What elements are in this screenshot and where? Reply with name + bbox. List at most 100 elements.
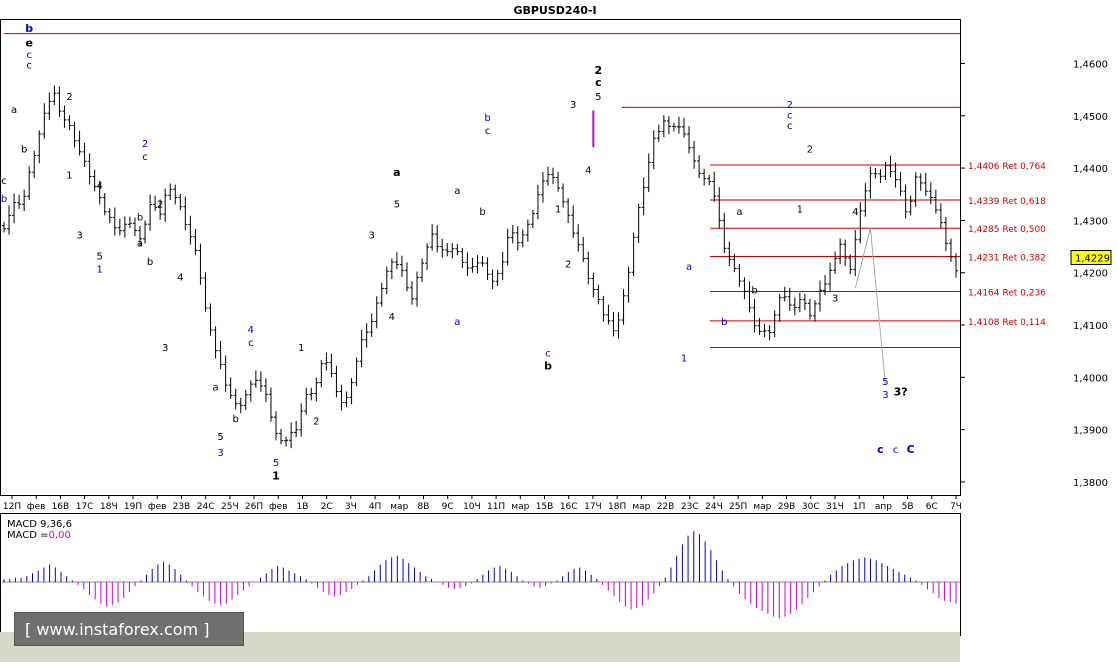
time-tick-label: 8В: [418, 502, 430, 512]
wave-label: b: [1, 194, 7, 205]
wave-label: a: [212, 382, 218, 393]
price-panel: 1,4406 Ret 0,764 1,4339 Ret 0,618 1,4285 R…: [0, 19, 1046, 496]
wave-label: a: [736, 207, 742, 218]
wave-label: b: [544, 359, 552, 372]
wave-label: b: [233, 414, 239, 425]
time-tick-label: 16С: [560, 502, 578, 512]
wave-label: 3: [832, 293, 838, 304]
time-tick-label: 15В: [536, 502, 554, 512]
time-tick-label: 5В: [902, 502, 914, 512]
wave-label: 4: [585, 165, 591, 176]
time-tick-label: мар: [390, 502, 408, 512]
wave-label: 5: [394, 199, 400, 210]
wave-label: 2: [313, 416, 319, 427]
time-tick-label: 30С: [802, 502, 820, 512]
level-label: 1,4406 Ret 0,764: [968, 162, 1046, 172]
level-label: 1,4231 Ret 0,382: [968, 253, 1046, 263]
price-tick-label: 1,4200: [1073, 269, 1108, 280]
wave-label: a: [454, 186, 460, 197]
wave-label: 5: [273, 458, 279, 469]
price-axis: 1,4600 1,4500 1,4400 1,4300 1,4200 1,4100 1,40…: [960, 59, 1112, 489]
wave-label: 1: [797, 205, 803, 216]
macd-value-label: MACD =0,00: [7, 530, 71, 541]
level-label: 1,4164 Ret 0,236: [968, 289, 1046, 299]
wave-label: a: [393, 166, 400, 179]
time-tick-label: 19П: [124, 502, 142, 512]
level-label: 1,4108 Ret 0,114: [968, 318, 1046, 328]
wave-label: b: [137, 212, 143, 223]
wave-label: a: [454, 317, 460, 328]
time-tick-label: мар: [753, 502, 771, 512]
wave-label: 1: [681, 354, 687, 365]
wave-label: 1: [272, 469, 280, 482]
time-tick-label: 18Ч: [100, 502, 118, 512]
wave-label: b: [721, 317, 727, 328]
wave-label: c: [1, 176, 7, 187]
wave-label: 2: [66, 92, 72, 103]
wave-label: 5: [882, 377, 888, 388]
wave-label: 1: [66, 171, 72, 182]
time-tick-label: 2С: [321, 502, 333, 512]
wave-label: 5: [595, 92, 601, 103]
time-tick-label: 7Ч: [950, 502, 962, 512]
wave-label: b: [484, 113, 490, 124]
time-tick-label: апр: [875, 502, 892, 512]
time-tick-label: 23В: [173, 502, 191, 512]
price-tick-label: 1,4600: [1073, 59, 1108, 70]
time-tick-label: 1П: [853, 502, 866, 512]
time-tick-label: 25П: [729, 502, 747, 512]
wave-label: 2: [157, 199, 163, 210]
wave-label: a: [686, 262, 692, 273]
wave-label: c: [26, 50, 32, 61]
wave-label: 2: [787, 100, 793, 111]
wave-label: b: [751, 286, 757, 297]
wave-label: 3: [570, 100, 576, 111]
current-price-label: 1,4229: [1075, 254, 1110, 265]
time-tick-label: мар: [511, 502, 529, 512]
wave-label: 4: [852, 207, 858, 218]
current-price-tag: [1070, 250, 1112, 266]
wave-label: b: [147, 257, 153, 268]
wave-label: 1: [97, 265, 103, 276]
wave-label: b: [25, 22, 33, 35]
time-tick-label: мар: [632, 502, 650, 512]
wave-label: c: [248, 338, 254, 349]
wave-label: 2: [565, 259, 571, 270]
macd-label: MACD 9,36,6: [7, 519, 72, 530]
time-tick-label: 24С: [197, 502, 215, 512]
time-tick-label: 4П: [369, 502, 382, 512]
wave-label: c: [595, 76, 602, 89]
time-tick-label: 11П: [487, 502, 505, 512]
time-tick-label: 23С: [681, 502, 699, 512]
time-tick-label: 29В: [778, 502, 796, 512]
wave-label: e: [25, 37, 32, 50]
wave-label: 2: [142, 139, 148, 150]
wave-label: 4: [97, 181, 103, 192]
wave-label: 1: [298, 343, 304, 354]
price-tick-label: 1,3900: [1073, 426, 1108, 437]
wave-label: 2: [807, 144, 813, 155]
wave-label: 3: [369, 231, 375, 242]
time-tick-label: фев: [27, 502, 46, 512]
wave-label: c: [545, 348, 551, 359]
time-tick-label: 16В: [52, 502, 70, 512]
wave-label: c: [893, 445, 899, 456]
time-tick-label: 17С: [76, 502, 94, 512]
price-tick-label: 1,4400: [1073, 164, 1108, 175]
wave-label: 1: [555, 205, 561, 216]
wave-label: c: [787, 110, 793, 121]
price-tick-label: 1,4300: [1073, 216, 1108, 227]
time-tick-label: 26П: [245, 502, 263, 512]
wave-label: 5: [217, 432, 223, 443]
wave-label: 3: [76, 231, 82, 242]
time-tick-label: 25Ч: [221, 502, 239, 512]
time-tick-label: 24Ч: [705, 502, 723, 512]
wave-label: 3: [217, 448, 223, 459]
time-tick-label: 9С: [442, 502, 454, 512]
time-tick-label: 22В: [657, 502, 675, 512]
time-tick-label: 12П: [3, 502, 21, 512]
wave-label: b: [21, 144, 27, 155]
time-tick-label: 18П: [608, 502, 626, 512]
